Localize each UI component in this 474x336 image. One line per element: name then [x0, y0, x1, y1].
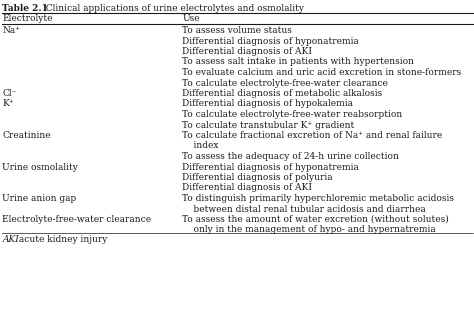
Text: To assess volume status: To assess volume status [182, 26, 292, 35]
Text: Clinical applications of urine electrolytes and osmolality: Clinical applications of urine electroly… [40, 4, 304, 13]
Text: To distinguish primarily hyperchloremic metabolic acidosis: To distinguish primarily hyperchloremic … [182, 194, 455, 203]
Text: Na⁺: Na⁺ [2, 26, 20, 35]
Text: Use: Use [182, 14, 200, 23]
Text: To evaluate calcium and uric acid excretion in stone-formers: To evaluate calcium and uric acid excret… [182, 68, 462, 77]
Text: Urine anion gap: Urine anion gap [2, 194, 77, 203]
Text: To assess the adequacy of 24-h urine collection: To assess the adequacy of 24-h urine col… [182, 152, 400, 161]
Text: To calculate fractional excretion of Na⁺ and renal failure: To calculate fractional excretion of Na⁺… [182, 131, 443, 140]
Text: Table 2.1: Table 2.1 [2, 4, 48, 13]
Text: K⁺: K⁺ [2, 99, 14, 109]
Text: Differential diagnosis of polyuria: Differential diagnosis of polyuria [182, 173, 333, 182]
Text: Differential diagnosis of hyponatremia: Differential diagnosis of hyponatremia [182, 37, 359, 45]
Text: Cl⁻: Cl⁻ [2, 89, 17, 98]
Text: Differential diagnosis of AKI: Differential diagnosis of AKI [182, 183, 312, 193]
Text: AKI: AKI [2, 235, 19, 244]
Text: only in the management of hypo- and hypernatremia: only in the management of hypo- and hype… [182, 225, 436, 235]
Text: To calculate transtubular K⁺ gradient: To calculate transtubular K⁺ gradient [182, 121, 355, 129]
Text: To assess salt intake in patients with hypertension: To assess salt intake in patients with h… [182, 57, 414, 67]
Text: To calculate electrolyte-free-water clearance: To calculate electrolyte-free-water clea… [182, 79, 388, 87]
Text: Creatinine: Creatinine [2, 131, 51, 140]
Text: Electrolyte-free-water clearance: Electrolyte-free-water clearance [2, 215, 152, 224]
Text: To assess the amount of water excretion (without solutes): To assess the amount of water excretion … [182, 215, 449, 224]
Text: Electrolyte: Electrolyte [2, 14, 53, 23]
Text: To calculate electrolyte-free-water reabsorption: To calculate electrolyte-free-water reab… [182, 110, 403, 119]
Text: Differential diagnosis of hypokalemia: Differential diagnosis of hypokalemia [182, 99, 354, 109]
Text: Urine osmolality: Urine osmolality [2, 163, 78, 171]
Text: index: index [182, 141, 219, 151]
Text: Differential diagnosis of hyponatremia: Differential diagnosis of hyponatremia [182, 163, 359, 171]
Text: between distal renal tubular acidosis and diarrhea: between distal renal tubular acidosis an… [182, 205, 426, 213]
Text: Differential diagnosis of metabolic alkalosis: Differential diagnosis of metabolic alka… [182, 89, 383, 98]
Text: acute kidney injury: acute kidney injury [17, 235, 108, 244]
Text: Differential diagnosis of AKI: Differential diagnosis of AKI [182, 47, 312, 56]
